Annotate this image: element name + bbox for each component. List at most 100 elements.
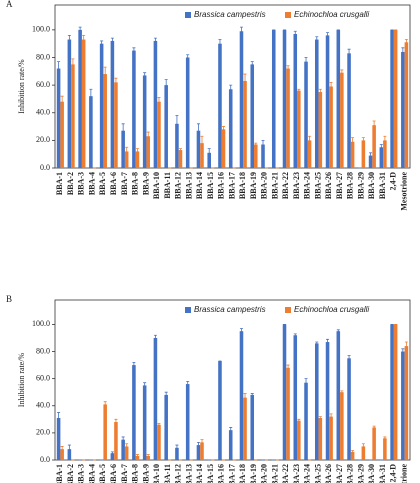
error-bar xyxy=(229,84,233,94)
bar xyxy=(347,53,351,168)
legend-label: Echinochloa crusgalli xyxy=(294,10,369,19)
bar xyxy=(89,96,93,168)
error-bar xyxy=(196,441,200,449)
y-tick-label: 0.0 xyxy=(40,163,50,172)
bar xyxy=(121,130,125,168)
bar xyxy=(132,365,136,460)
bar xyxy=(132,50,136,168)
error-bar xyxy=(293,30,297,38)
y-tick-label: 80.0 xyxy=(36,346,50,355)
bar xyxy=(372,125,376,168)
error-bar xyxy=(114,418,118,426)
bar xyxy=(350,141,355,168)
bar xyxy=(124,446,129,460)
error-bar xyxy=(379,144,383,151)
bar xyxy=(383,438,387,460)
panel-label: A xyxy=(6,0,13,9)
x-tick-label: BBA-27 xyxy=(335,464,344,483)
error-bar xyxy=(67,34,71,45)
x-tick-label: BBA-9 xyxy=(141,464,150,483)
error-bar xyxy=(318,416,322,420)
x-tick-label: BBA-20 xyxy=(260,464,269,483)
bar xyxy=(81,39,86,168)
bar xyxy=(297,90,301,168)
error-bar xyxy=(67,444,71,454)
error-bar xyxy=(57,412,61,424)
bar xyxy=(325,342,330,460)
error-bar xyxy=(157,422,161,427)
x-tick-label: BBA-11 xyxy=(163,464,172,483)
bar xyxy=(103,404,107,460)
error-bar xyxy=(218,39,222,49)
x-tick-label: BBA-23 xyxy=(292,464,301,483)
bar xyxy=(393,324,398,460)
bar xyxy=(401,351,405,460)
bar xyxy=(293,34,298,168)
bar xyxy=(239,331,244,460)
bar xyxy=(282,29,287,168)
error-bar xyxy=(286,65,290,72)
error-bar xyxy=(340,390,344,394)
error-bar xyxy=(164,79,168,92)
bar xyxy=(347,358,351,460)
bar xyxy=(207,152,211,168)
x-tick-label: BBA-6 xyxy=(109,464,118,483)
x-tick-label: 2,4-D xyxy=(389,464,398,483)
error-bar xyxy=(326,32,330,39)
error-bar xyxy=(132,361,136,369)
x-tick-label: BBA-16 xyxy=(217,172,226,199)
x-tick-label: BBA-28 xyxy=(346,172,355,199)
bar xyxy=(60,449,64,460)
x-tick-label: BBA-16 xyxy=(217,464,226,483)
error-bar xyxy=(336,329,340,333)
bar xyxy=(142,385,147,460)
bar xyxy=(304,382,308,460)
error-bar xyxy=(361,443,365,450)
bar xyxy=(60,101,64,168)
x-tick-label: BBA-25 xyxy=(313,464,322,483)
x-tick-label: BBA-4 xyxy=(87,172,96,195)
bar xyxy=(336,331,341,460)
error-bar xyxy=(143,72,147,79)
bar xyxy=(67,449,72,460)
bar xyxy=(361,140,366,168)
bar xyxy=(142,75,147,168)
bar xyxy=(379,147,384,168)
x-tick-label: BBA-12 xyxy=(174,464,183,483)
error-bar xyxy=(178,148,182,152)
bar xyxy=(185,384,190,460)
bar xyxy=(228,430,233,460)
y-tick-label: 60.0 xyxy=(36,373,50,382)
x-tick-label: BBA-13 xyxy=(184,464,193,483)
bar xyxy=(318,417,323,460)
error-bar xyxy=(404,341,408,351)
bar xyxy=(250,64,255,168)
x-tick-label: BBA-2 xyxy=(66,172,75,195)
bar xyxy=(404,42,409,168)
bar xyxy=(103,74,107,168)
bar xyxy=(153,40,158,168)
bar xyxy=(404,346,409,460)
bar xyxy=(390,324,394,460)
x-tick-label: BBA-25 xyxy=(313,172,322,199)
legend-label: Brassica campestris xyxy=(194,10,266,19)
error-bar xyxy=(329,81,333,92)
error-bar xyxy=(153,334,157,342)
error-bar xyxy=(369,152,373,159)
bar xyxy=(318,92,323,168)
error-bar xyxy=(318,88,322,96)
error-bar xyxy=(250,393,254,397)
bar xyxy=(297,420,301,460)
bar xyxy=(196,445,201,460)
error-bar xyxy=(297,418,301,423)
error-bar xyxy=(254,142,258,147)
error-bar xyxy=(110,451,114,455)
bar xyxy=(340,72,344,168)
x-tick-label: BBA-19 xyxy=(249,172,258,199)
bar xyxy=(218,43,222,169)
x-tick-label: BBA-1 xyxy=(55,464,64,483)
error-bar xyxy=(121,123,125,139)
bar xyxy=(146,455,150,460)
error-bar xyxy=(135,454,139,458)
x-tick-label: BBA-7 xyxy=(120,464,129,483)
